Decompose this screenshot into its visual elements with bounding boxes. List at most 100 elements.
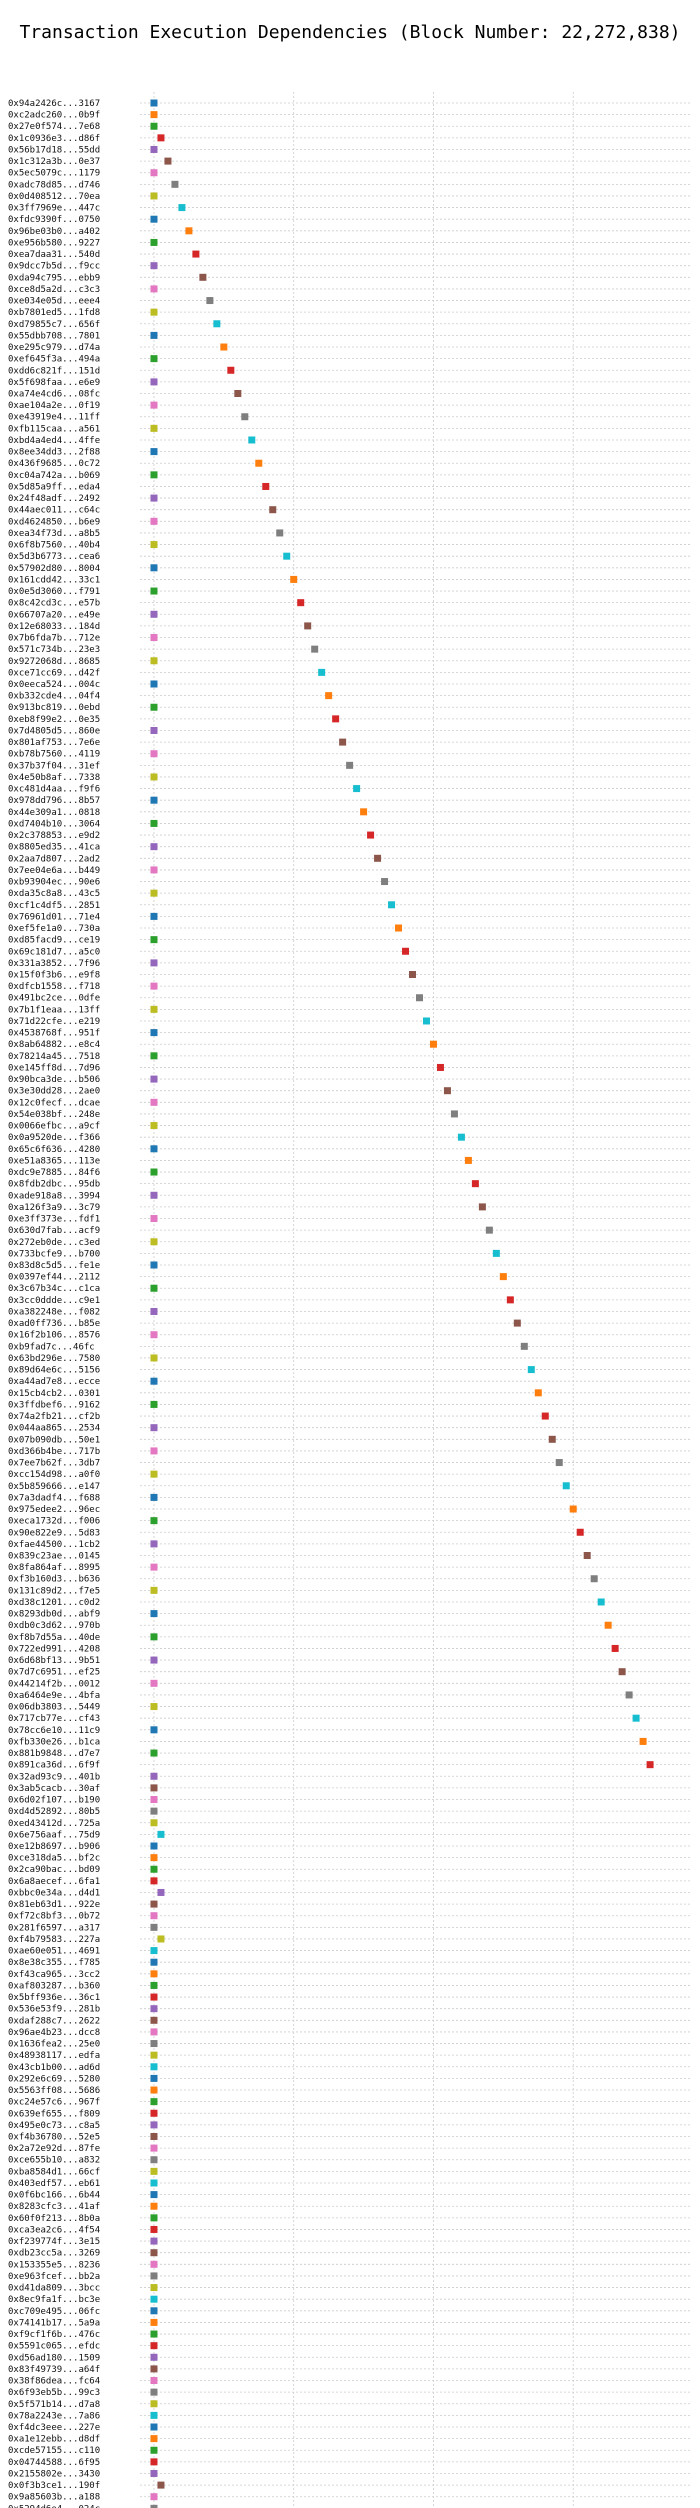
tx-hash-label: 0x8ee34dd3...2f88 — [8, 448, 100, 458]
tx-label-layer: 0x94a2426c...3167 0xc2adc260...0b9f0x27e0… — [8, 99, 100, 2508]
tx-point — [318, 668, 326, 676]
tx-hash-label: 0x44e309a1...0818 — [8, 808, 100, 818]
tx-point — [150, 2446, 158, 2454]
tx-hash-label: 0x2ca90bac...bd09 — [8, 1865, 100, 1875]
tx-point — [150, 1540, 158, 1548]
tx-point — [150, 2411, 158, 2419]
tx-hash-label: 0xfb330e26...b1ca — [8, 1737, 100, 1747]
tx-point — [618, 1668, 626, 1676]
point-layer — [150, 99, 654, 2508]
tx-hash-label: 0x536e53f9...281b — [8, 2005, 100, 2015]
tx-hash-label: 0x281f6597...a317 — [8, 1923, 100, 1933]
tx-hash-label: 0x56b17d18...55dd — [8, 145, 100, 155]
tx-point — [150, 1970, 158, 1978]
tx-point — [534, 1389, 542, 1397]
tx-point — [450, 1110, 458, 1118]
tx-hash-label: 0x78cc6e10...11c9 — [8, 1726, 100, 1736]
tx-point — [402, 947, 410, 955]
tx-point — [311, 645, 319, 653]
tx-point — [150, 238, 158, 246]
tx-hash-label: 0x12c0fecf...dcae — [8, 1098, 100, 1108]
tx-point — [150, 1168, 158, 1176]
tx-point — [150, 1865, 158, 1873]
tx-hash-label: 0xa74e4cd6...08fc — [8, 390, 100, 400]
tx-point — [150, 1749, 158, 1757]
tx-hash-label: 0x55dbb708...7801 — [8, 331, 100, 341]
tx-point — [471, 1180, 479, 1188]
tx-hash-label: 0x436f9685...0c72 — [8, 459, 100, 469]
tx-hash-label: 0x3ab5cacb...30af — [8, 1784, 100, 1794]
tx-hash-label: 0x3ff7969e...447c — [8, 204, 100, 214]
tx-point — [150, 2225, 158, 2233]
tx-hash-label: 0x0066efbc...a9cf — [8, 1122, 100, 1132]
tx-point — [150, 1215, 158, 1223]
tx-hash-label: 0xca3ea2c6...4f54 — [8, 2225, 100, 2235]
tx-hash-label: 0x37b37f04...31ef — [8, 761, 100, 771]
tx-point — [150, 1075, 158, 1083]
tx-hash-label: 0xd56ad180...1509 — [8, 2353, 100, 2363]
tx-point — [150, 726, 158, 734]
tx-hash-label: 0xbbc0e34a...d4d1 — [8, 1888, 100, 1898]
tx-hash-label: 0x8e38c355...f785 — [8, 1958, 100, 1968]
tx-hash-label: 0x161cdd42...33c1 — [8, 575, 100, 585]
tx-point — [150, 1877, 158, 1885]
tx-point — [150, 2109, 158, 2117]
tx-point — [150, 2307, 158, 2315]
tx-point — [443, 1087, 451, 1095]
tx-hash-label: 0x15cb4cb2...0301 — [8, 1389, 100, 1399]
tx-hash-label: 0x54e038bf...248e — [8, 1110, 100, 1120]
tx-point — [150, 1772, 158, 1780]
tx-point — [150, 657, 158, 665]
tx-hash-label: 0xaf803287...b360 — [8, 1981, 100, 1991]
tx-hash-label: 0xf4dc3eee...227e — [8, 2423, 100, 2433]
tx-point — [150, 843, 158, 851]
tx-point — [150, 262, 158, 270]
tx-hash-label: 0xe295c979...d74a — [8, 343, 100, 353]
tx-hash-label: 0x7ee7b62f...3db7 — [8, 1459, 100, 1469]
tx-hash-label: 0x57902d80...8004 — [8, 564, 100, 574]
tx-hash-label: 0x7b6fda7b...712e — [8, 634, 100, 644]
tx-hash-label: 0xdd6c821f...151d — [8, 366, 100, 376]
tx-hash-label: 0x43cb1b00...ad6d — [8, 2063, 100, 2073]
tx-point — [150, 2202, 158, 2210]
tx-hash-label: 0x6d68bf13...9b51 — [8, 1656, 100, 1666]
tx-point — [150, 308, 158, 316]
tx-point — [150, 1493, 158, 1501]
tx-hash-label: 0xe12b8697...b906 — [8, 1842, 100, 1852]
tx-hash-label: 0x6f8b7560...40b4 — [8, 541, 100, 551]
tx-point — [150, 1005, 158, 1013]
tx-point — [276, 529, 284, 537]
tx-hash-label: 0xfae44500...1cb2 — [8, 1540, 100, 1550]
tx-hash-label: 0x0f3b3ce1...190f — [8, 2481, 100, 2491]
tx-hash-label: 0x27e0f574...7e68 — [8, 122, 100, 132]
tx-point — [150, 541, 158, 549]
tx-hash-label: 0xd85facd9...ce19 — [8, 936, 100, 946]
tx-point — [206, 297, 214, 305]
tx-point — [150, 2098, 158, 2106]
tx-point — [346, 761, 354, 769]
tx-hash-label: 0x7d7c6951...ef25 — [8, 1668, 100, 1678]
tx-hash-label: 0xce71cc69...d42f — [8, 668, 100, 678]
tx-point — [297, 599, 305, 607]
tx-hash-label: 0x8293db0d...abf9 — [8, 1610, 100, 1620]
tx-point — [262, 482, 270, 490]
tx-point — [150, 2121, 158, 2129]
tx-hash-label: 0x5d3b6773...cea6 — [8, 552, 100, 562]
tx-point — [150, 355, 158, 363]
tx-point — [185, 227, 193, 235]
tx-hash-label: 0x630d7fab...acf9 — [8, 1226, 100, 1236]
tx-point — [150, 378, 158, 386]
tx-point — [150, 2074, 158, 2082]
tx-hash-label: 0x38f86dea...fc64 — [8, 2377, 100, 2387]
tx-hash-label: 0x717cb77e...cf43 — [8, 1714, 100, 1724]
tx-hash-label: 0x913bc819...0ebd — [8, 703, 100, 713]
tx-hash-label: 0xce655b10...a832 — [8, 2156, 100, 2166]
tx-hash-label: 0x3cc0ddde...c9e1 — [8, 1296, 100, 1306]
tx-point — [227, 366, 235, 374]
tx-point — [478, 1203, 486, 1211]
tx-point — [436, 1063, 444, 1071]
tx-hash-label: 0x1636fea2...25e0 — [8, 2040, 100, 2050]
tx-point — [457, 1133, 465, 1141]
tx-point — [150, 2156, 158, 2164]
